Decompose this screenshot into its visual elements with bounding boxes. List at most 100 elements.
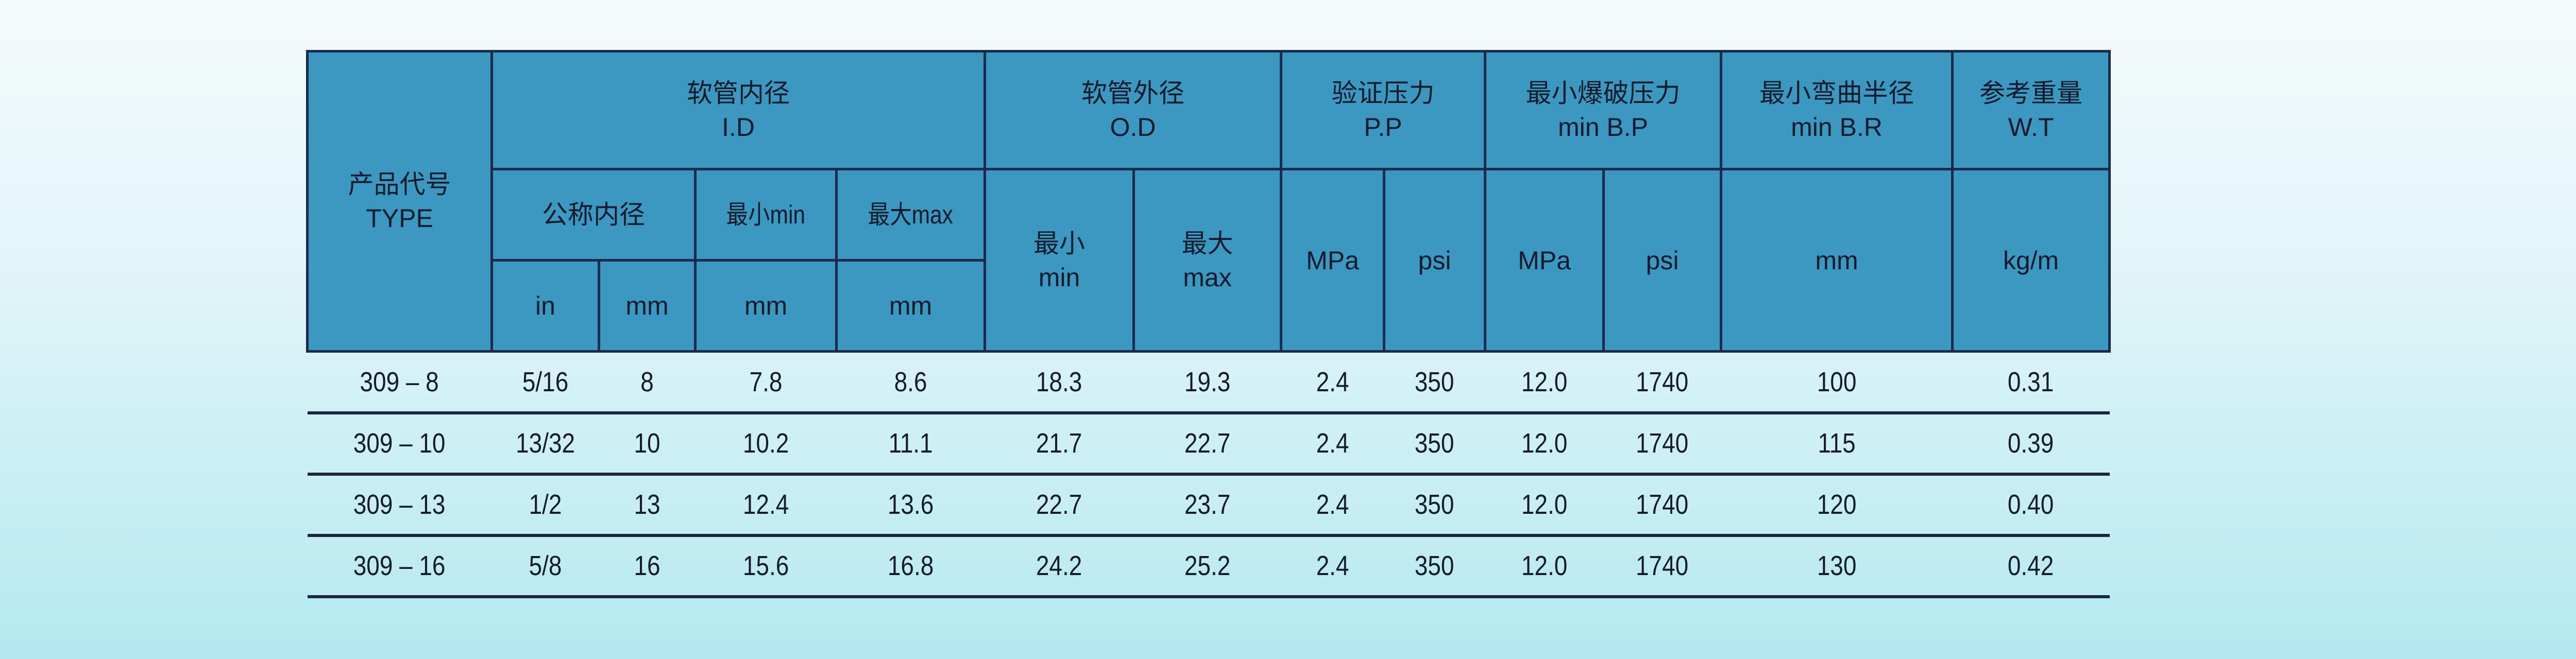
cell-pp-mpa: 2.4 [1281,412,1384,476]
cell-value: 0.42 [2008,550,2054,581]
header-bp-mpa: MPa [1484,168,1605,353]
cell-value: 12.0 [1521,489,1568,520]
cell-id-in: 13/32 [492,412,599,476]
cell-br-mm: 120 [1721,474,1953,537]
cell-value: 5/16 [522,366,569,397]
cell-br-mm: 100 [1721,351,1953,414]
cell-value: 21.7 [1036,428,1082,459]
cell-value: 2.4 [1316,489,1349,520]
cell-value: 24.2 [1036,550,1082,581]
cell-value: 1/2 [529,489,562,520]
cell-od-min: 24.2 [985,535,1134,598]
cell-value: 130 [1817,550,1857,581]
cell-value: 1740 [1636,428,1689,459]
cell-type: 309 – 8 [307,351,492,414]
cell-id-min: 7.8 [695,351,837,414]
cell-od-max: 23.7 [1133,474,1281,537]
cell-value: 5/8 [529,550,562,581]
cell-bp-mpa: 12.0 [1485,412,1604,476]
header-bp-psi: psi [1602,168,1722,353]
cell-id-max: 16.8 [836,535,985,598]
cell-value: 11.1 [888,428,933,459]
cell-value: 115 [1818,428,1856,459]
cell-value: 350 [1415,550,1454,581]
header-id-min: 最小min [694,168,838,262]
cell-id-max: 11.1 [836,412,985,476]
cell-value: 100 [1817,366,1857,397]
cell-value: 25.2 [1184,550,1231,581]
header-br: 最小弯曲半径 min B.R [1720,50,1954,170]
table-row: 309 – 10 13/32 10 10.2 11.1 21.7 22.7 2.4 350 12.… [307,412,2110,476]
cell-pp-psi: 350 [1384,412,1485,476]
cell-od-max: 25.2 [1133,535,1281,598]
cell-id-max: 8.6 [836,351,985,414]
cell-value: 350 [1415,489,1454,520]
cell-value: 1740 [1636,366,1689,397]
cell-type: 309 – 13 [307,474,492,537]
hose-spec-table: 产品代号 TYPE 软管内径 I.D 软管外径 O.D 验证压力 P.P 最小爆破压力 m… [306,50,2111,598]
header-br-unit: mm [1720,168,1954,353]
cell-value: 10 [634,428,660,459]
cell-value: 0.31 [2008,366,2054,397]
cell-value: 13 [634,489,660,520]
cell-bp-mpa: 12.0 [1485,474,1604,537]
cell-value: 22.7 [1036,489,1082,520]
cell-bp-psi: 1740 [1603,351,1721,414]
cell-value: 120 [1817,489,1857,520]
cell-wt-kgm: 0.40 [1952,474,2110,537]
cell-wt-kgm: 0.42 [1952,535,2110,598]
header-pp-mpa: MPa [1280,168,1385,353]
cell-od-max: 22.7 [1133,412,1281,476]
cell-id-min: 15.6 [695,535,837,598]
cell-type: 309 – 16 [307,535,492,598]
cell-value: 10.2 [742,428,789,459]
cell-value: 22.7 [1184,428,1231,459]
cell-id-mm: 16 [599,535,696,598]
cell-bp-mpa: 12.0 [1485,535,1604,598]
cell-pp-psi: 350 [1384,535,1485,598]
table-body: 309 – 8 5/16 8 7.8 8.6 18.3 19.3 2.4 350 12.0 1740… [307,351,2110,598]
cell-value: 2.4 [1316,366,1349,397]
header-id-mm: mm [598,259,697,353]
header-pp: 验证压力 P.P [1280,50,1486,170]
cell-value: 13.6 [887,489,934,520]
cell-bp-psi: 1740 [1603,412,1721,476]
cell-id-min: 12.4 [695,474,837,537]
cell-bp-mpa: 12.0 [1485,351,1604,414]
cell-br-mm: 115 [1721,412,1953,476]
cell-wt-kgm: 0.31 [1952,351,2110,414]
cell-id-mm: 10 [599,412,696,476]
header-od-max: 最大 max [1132,168,1282,353]
header-pp-psi: psi [1383,168,1486,353]
header-id-nominal: 公称内径 [490,168,697,262]
cell-od-min: 18.3 [985,351,1134,414]
cell-value: 1740 [1636,489,1689,520]
cell-id-mm: 8 [599,351,696,414]
cell-value: 2.4 [1316,428,1349,459]
cell-value: 15.6 [742,550,789,581]
cell-value: 19.3 [1184,366,1231,397]
cell-value: 309 – 8 [360,366,439,397]
cell-wt-kgm: 0.39 [1952,412,2110,476]
cell-pp-psi: 350 [1384,351,1485,414]
cell-id-mm: 13 [599,474,696,537]
cell-pp-mpa: 2.4 [1281,474,1384,537]
cell-value: 309 – 10 [353,428,446,459]
cell-value: 1740 [1636,550,1689,581]
cell-type: 309 – 10 [307,412,492,476]
header-id-max-mm: mm [835,259,986,353]
table-header: 产品代号 TYPE 软管内径 I.D 软管外径 O.D 验证压力 P.P 最小爆破压力 m… [306,50,2111,353]
cell-id-in: 5/16 [492,351,599,414]
cell-value: 309 – 13 [353,489,446,520]
cell-value: 309 – 16 [353,550,446,581]
header-id-max: 最大max [835,168,986,262]
cell-value: 7.8 [749,366,783,397]
cell-value: 23.7 [1184,489,1231,520]
table-row: 309 – 8 5/16 8 7.8 8.6 18.3 19.3 2.4 350 12.0 1740… [307,351,2110,414]
cell-value: 0.39 [2008,428,2054,459]
header-bp: 最小爆破压力 min B.P [1484,50,1722,170]
cell-value: 12.0 [1521,428,1568,459]
cell-value: 13/32 [516,428,575,459]
cell-value: 350 [1415,366,1454,397]
cell-od-min: 21.7 [985,412,1134,476]
